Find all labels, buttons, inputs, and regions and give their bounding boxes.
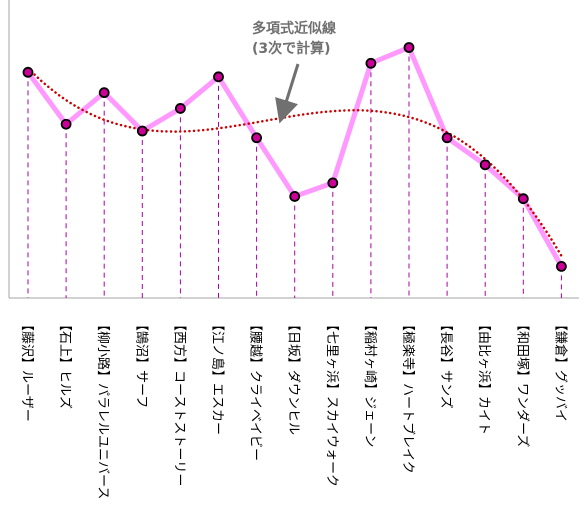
data-point — [60, 118, 72, 130]
category-label: 【由比ヶ浜】カイト — [476, 318, 491, 435]
data-point — [327, 177, 339, 189]
category-label: 【柳小路】パラレルユニバース — [95, 318, 111, 499]
data-point — [441, 132, 453, 144]
annotation-arrow — [275, 63, 300, 124]
annotation-line2: (3次で計算) — [252, 40, 331, 57]
data-point — [517, 193, 529, 205]
category-labels: 【藤沢】ルーザー 【石上】ヒルズ 【柳小路】パラレルユニバース 【鵠沼】サーフ 【西方】… — [19, 318, 567, 499]
data-point — [136, 125, 148, 137]
category-label: 【稲村ヶ崎】ジェーン — [362, 318, 377, 447]
data-point — [174, 103, 186, 114]
category-label: 【日坂】ダウンヒル — [286, 318, 301, 435]
data-point — [479, 159, 491, 171]
drop-lines — [27, 47, 562, 298]
category-label: 【鎌倉】グッバイ — [552, 318, 567, 422]
data-point — [251, 132, 263, 144]
category-label: 【腰越】クライベイビー — [248, 318, 263, 461]
data-point — [213, 71, 224, 83]
data-point — [556, 261, 567, 272]
category-label: 【石上】ヒルズ — [57, 318, 73, 409]
data-point — [98, 87, 110, 99]
category-label: 【藤沢】ルーザー — [19, 318, 34, 422]
category-label: 【極楽寺】ハートブレイク — [400, 318, 416, 474]
data-markers — [22, 42, 567, 272]
category-label: 【江ノ島】エスカー — [210, 318, 225, 435]
data-point — [365, 57, 377, 69]
category-label: 【七里ヶ浜】スカイウォーク — [324, 318, 339, 487]
category-label: 【西方】コーストストーリー — [171, 318, 187, 486]
category-label: 【和田塚】ワンダーズ — [514, 318, 530, 447]
data-point — [289, 191, 301, 202]
category-label: 【長谷】サンズ — [438, 318, 454, 409]
data-point — [403, 42, 415, 53]
category-label: 【鵠沼】サーフ — [133, 318, 148, 408]
annotation-line1: 多項式近似線 — [252, 20, 336, 37]
data-point — [22, 66, 34, 78]
